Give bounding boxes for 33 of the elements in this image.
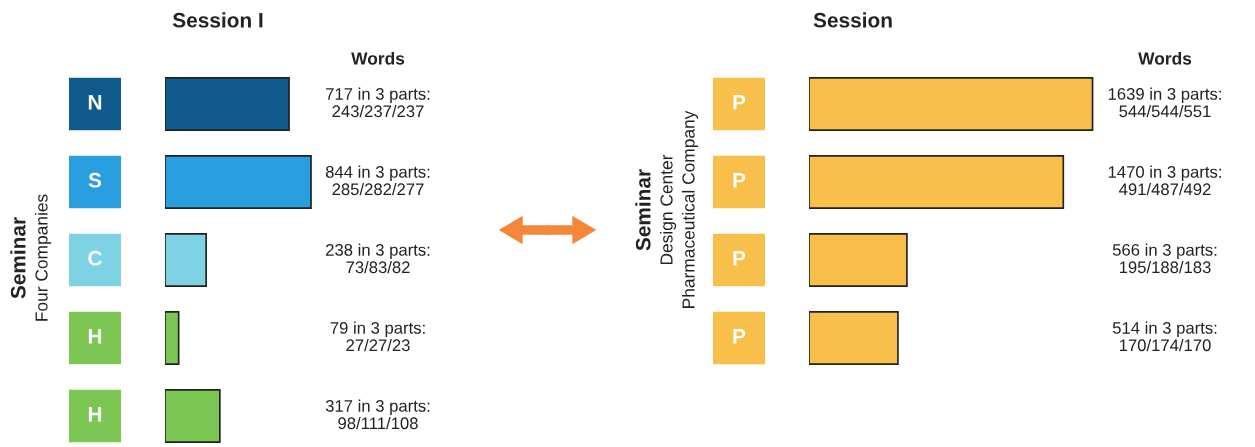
y-tick-label: P [733,95,746,110]
bar [809,233,908,287]
bar [165,389,221,443]
data-label: 717 in 3 parts: 243/237/237 [326,87,430,118]
chart-title: Session I [172,12,263,28]
y-tick-label: S [88,172,102,188]
data-label: 238 in 3 parts: 73/83/82 [326,243,430,274]
bar [165,233,208,287]
y-axis-title: Seminar Design Center Pharmaceutical Company [635,110,699,308]
data-label: 844 in 3 parts: 285/282/277 [325,165,430,196]
text: Words [1138,51,1192,65]
y-tick-label: N [88,95,102,110]
bar [809,155,1065,209]
y-tick-label: P [733,329,746,344]
y-tick-label: P [733,173,746,188]
y-tick-label: C [88,250,102,266]
data-label: 566 in 3 parts: 195/188/183 [1112,243,1217,274]
bar [165,311,180,365]
bar [165,155,312,209]
data-label: 514 in 3 parts: 170/174/170 [1112,321,1217,352]
y-tick-label: H [88,329,102,344]
data-label: 1639 in 3 parts: 544/544/551 [1108,87,1221,118]
data-label: 317 in 3 parts: 98/111/108 [325,399,430,430]
bar [165,77,290,131]
chart-title: Session [813,12,892,28]
text: Words [351,51,405,65]
data-label: 1470 in 3 parts: 491/487/492 [1108,165,1221,196]
y-tick-label: H [88,407,102,422]
y-axis-title: Seminar Four Companies [10,194,52,321]
bar [809,77,1094,131]
y-tick-label: P [733,251,746,266]
bar [809,311,899,365]
data-label: 79 in 3 parts: 27/27/23 [330,321,425,352]
